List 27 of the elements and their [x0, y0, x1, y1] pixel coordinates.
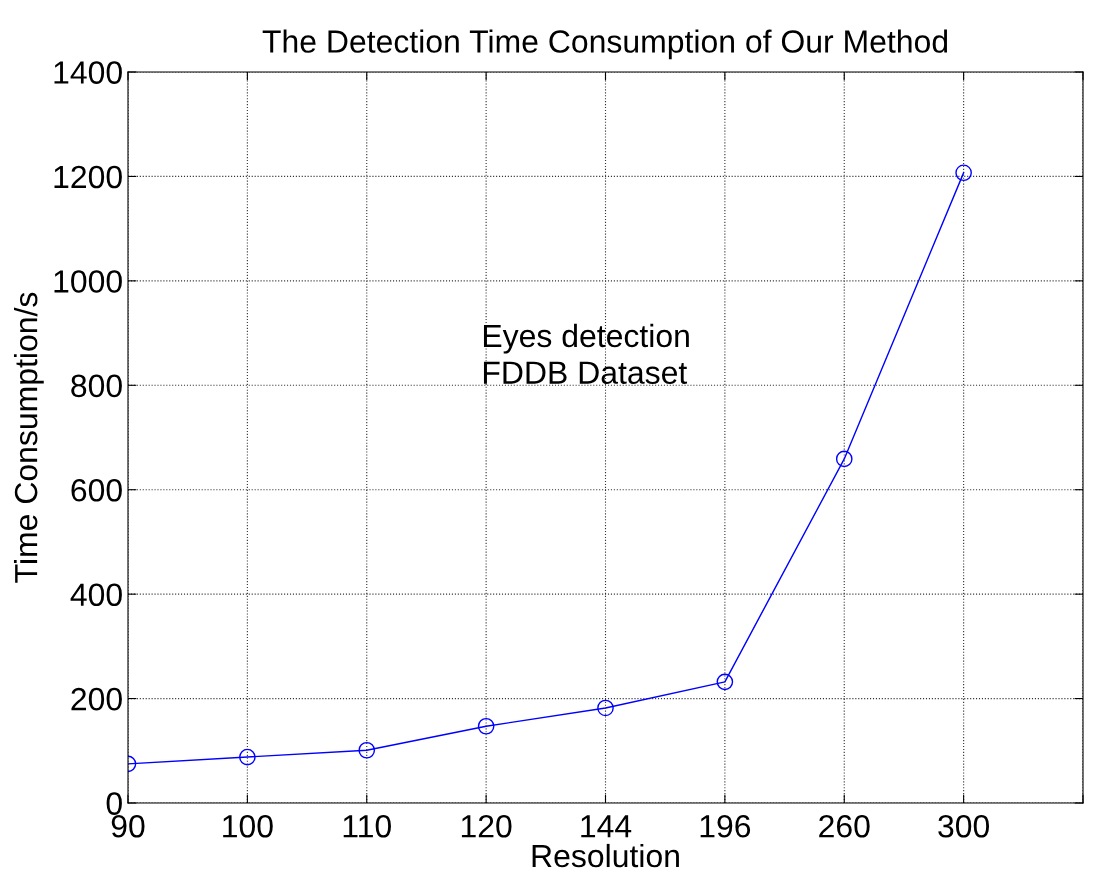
point — [955, 164, 972, 182]
x-tick-label: 260 — [819, 814, 870, 838]
y-tick-label: 800 — [71, 374, 122, 398]
y-tick-label: 0 — [106, 792, 122, 815]
point — [477, 717, 495, 735]
chart-title: The Detection Time Consumption of Our Method — [262, 29, 948, 60]
y-tick-label: 1200 — [54, 165, 122, 189]
x-tick-label: 90 — [111, 814, 145, 838]
x-tick-label: 100 — [223, 814, 273, 838]
annotation: Eyes detection FDDB Dataset — [483, 323, 689, 385]
point — [597, 699, 614, 717]
y-axis-title: Time Consumption/s — [13, 292, 44, 583]
x-tick-label: 300 — [938, 814, 990, 838]
point — [239, 748, 256, 766]
x-tick-label: 144 — [581, 815, 632, 838]
y-tick-label: 1400 — [54, 61, 122, 84]
x-tick-label: 110 — [343, 814, 391, 838]
point — [835, 450, 853, 468]
y-tick-label: 400 — [70, 583, 122, 607]
x-axis-title: Resolution — [532, 843, 679, 868]
x-tick-label: 120 — [461, 814, 512, 838]
y-tick-label: 600 — [71, 478, 122, 502]
point — [358, 741, 376, 759]
point — [716, 673, 734, 691]
x-tick-label: 196 — [700, 814, 751, 838]
y-tick-label: 200 — [71, 687, 122, 711]
y-tick-label: 1000 — [54, 270, 122, 293]
